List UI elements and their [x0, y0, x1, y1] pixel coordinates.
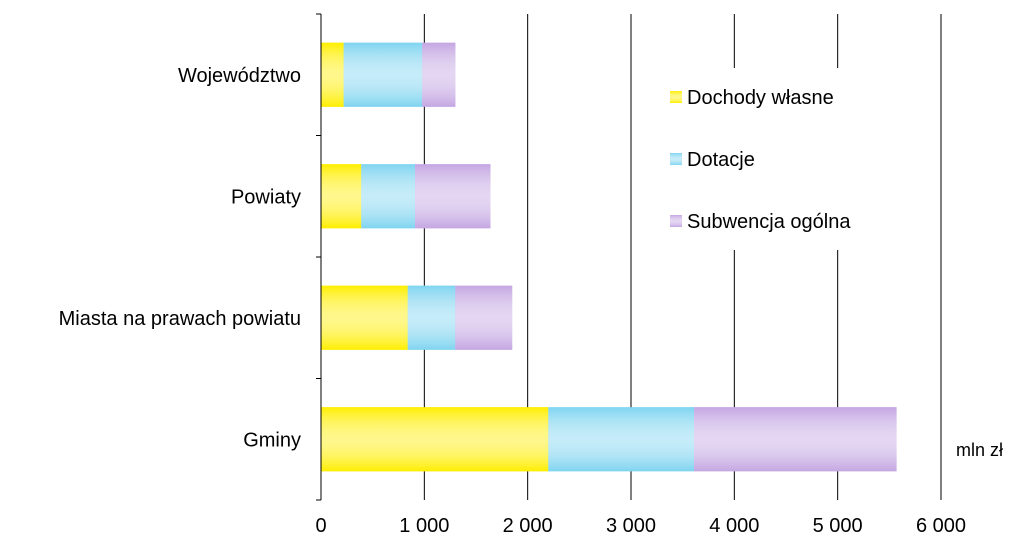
bar-shine-dotacje-wojewodztwo: [343, 42, 423, 107]
legend-swatch-shine-subwencja-ogolna: [670, 215, 682, 227]
category-label-wojewodztwo: Województwo: [178, 65, 301, 87]
bar-shine-dochody-wlasne-powiaty: [321, 164, 362, 229]
legend-label-dotacje: Dotacje: [687, 149, 755, 171]
x-tick-label: 5 000: [813, 515, 863, 537]
x-tick-label: 3 000: [606, 515, 656, 537]
bar-shine-dotacje-gminy: [548, 407, 695, 472]
bar-shine-dochody-wlasne-miasta-na-prawach-powiatu: [321, 285, 408, 350]
axes-group: [316, 13, 322, 501]
bars-group: [321, 42, 897, 472]
category-label-powiaty: Powiaty: [231, 186, 301, 208]
category-labels: Województwo Powiaty Miasta na prawach powi…: [59, 65, 301, 452]
x-tick-label: 6 000: [916, 515, 966, 537]
legend: Dochody własne Dotacje Subwencja ogólna: [648, 68, 880, 250]
bar-shine-subwencja-ogolna-gminy: [694, 407, 897, 472]
bar-shine-subwencja-ogolna-powiaty: [415, 164, 491, 229]
legend-label-subwencja-ogolna: Subwencja ogólna: [687, 211, 851, 233]
bar-shine-dotacje-miasta-na-prawach-powiatu: [407, 285, 456, 350]
x-tick-label: 2 000: [503, 515, 553, 537]
x-tick-label: 0: [315, 515, 326, 537]
legend-label-dochody-wlasne: Dochody własne: [687, 87, 834, 109]
unit-label: mln zł: [956, 440, 1003, 460]
x-tick-label: 4 000: [709, 515, 759, 537]
category-label-gminy: Gminy: [243, 429, 301, 451]
legend-background: [648, 68, 880, 250]
category-label-miasta-na-prawach-powiatu: Miasta na prawach powiatu: [59, 308, 301, 330]
bar-shine-subwencja-ogolna-wojewodztwo: [422, 42, 456, 107]
bar-shine-subwencja-ogolna-miasta-na-prawach-powiatu: [455, 285, 513, 350]
bar-shine-dochody-wlasne-wojewodztwo: [321, 42, 344, 107]
bar-shine-dotacje-powiaty: [361, 164, 416, 229]
bar-shine-dochody-wlasne-gminy: [321, 407, 549, 472]
legend-swatch-shine-dotacje: [670, 153, 682, 165]
x-tick-label: 1 000: [399, 515, 449, 537]
legend-swatch-shine-dochody-wlasne: [670, 91, 682, 103]
x-tick-labels: 0 1 000 2 000 3 000 4 000 5 000 6 000: [315, 515, 966, 537]
